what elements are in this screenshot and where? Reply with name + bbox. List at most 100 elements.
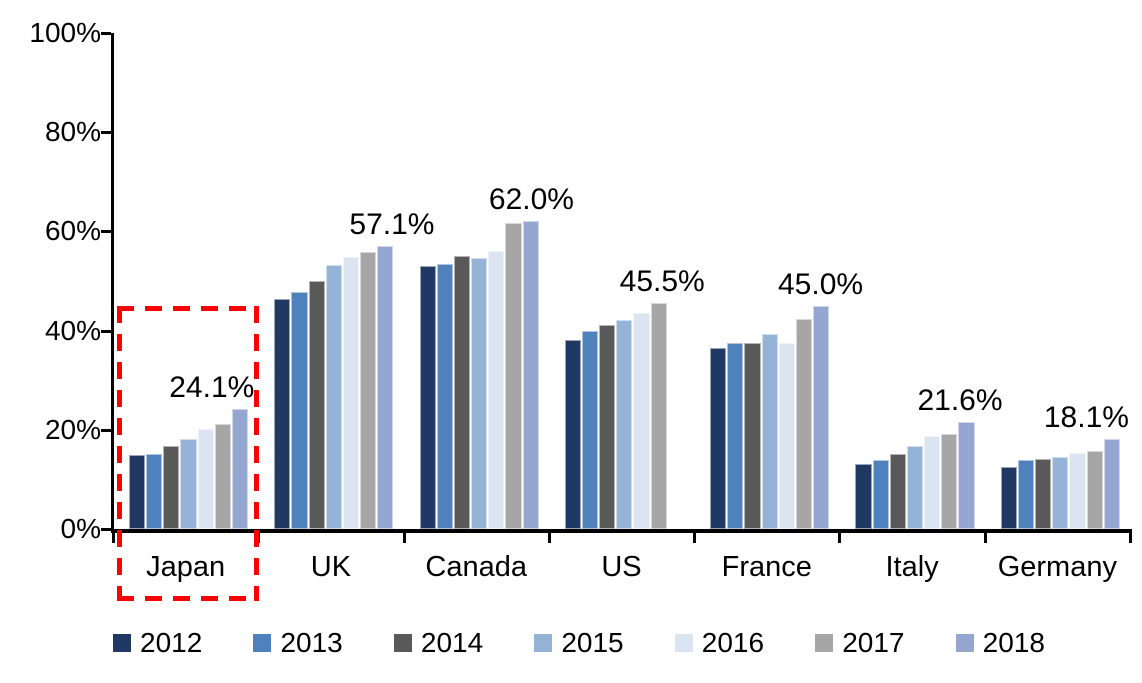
legend-label: 2015 <box>561 627 624 658</box>
bar-uk-2012 <box>274 299 291 529</box>
legend-swatch-icon <box>534 634 553 652</box>
legend-item-2015: 2015 <box>534 627 624 658</box>
bar-japan-2014 <box>163 446 180 529</box>
plot-area: 24.1% 57.1% 62.0% 45.5% 45.0% 21.6% 18.1% <box>101 32 1132 543</box>
legend-item-2017: 2017 <box>815 628 904 658</box>
highlight-edge <box>117 596 259 601</box>
data-label-italy: 21.6% <box>917 383 1003 417</box>
legend-item-2013: 2013 <box>253 627 343 658</box>
bar-us-2016 <box>633 313 650 529</box>
bar-france-2012 <box>710 347 727 529</box>
category-label-germany: Germany <box>997 551 1117 583</box>
bar-canada-2014 <box>453 256 471 529</box>
legend-item-2012: 2012 <box>113 628 202 658</box>
bar-canada-2016 <box>488 250 505 529</box>
bar-us-2014 <box>599 324 616 529</box>
bar-japan-2018 <box>231 409 249 529</box>
bar-germany-2015 <box>1052 456 1069 529</box>
bar-france-2016 <box>778 343 795 529</box>
legend-label: 2017 <box>842 627 905 658</box>
bar-uk-2015 <box>325 265 342 529</box>
bar-japan-2013 <box>146 454 163 529</box>
bar-germany-2012 <box>1000 467 1017 529</box>
legend-swatch-icon <box>955 634 974 652</box>
bar-uk-2018 <box>377 245 394 529</box>
bar-japan-2017 <box>214 423 231 529</box>
y-tick-mark <box>101 428 111 432</box>
bar-canada-2012 <box>419 266 436 529</box>
category-label-canada: Canada <box>425 551 527 583</box>
bar-italy-2012 <box>855 464 872 529</box>
legend-item-2016: 2016 <box>674 627 765 658</box>
bar-italy-2017 <box>941 434 958 529</box>
y-axis-tick-label: 20% <box>44 413 101 445</box>
data-label-canada: 62.0% <box>488 183 574 217</box>
data-label-us: 45.5% <box>619 265 705 299</box>
bar-france-2013 <box>727 342 744 529</box>
legend: 2012 2013 2014 2015 2016 2017 2018 <box>113 628 1045 658</box>
legend-item-2014: 2014 <box>393 627 484 658</box>
bar-japan-2012 <box>128 455 146 529</box>
data-label-germany: 18.1% <box>1043 401 1129 435</box>
category-label-france: France <box>721 551 812 583</box>
bar-italy-2014 <box>889 453 906 529</box>
category-label-us: US <box>601 551 642 583</box>
y-tick-mark <box>101 32 111 35</box>
x-tick-mark <box>693 530 697 543</box>
legend-swatch-icon <box>113 634 131 652</box>
bar-japan-2015 <box>180 439 197 529</box>
legend-label: 2012 <box>140 627 203 658</box>
bar-italy-2015 <box>906 445 924 529</box>
x-axis <box>111 529 1132 533</box>
bar-us-2012 <box>564 339 581 529</box>
bar-italy-2016 <box>924 435 941 529</box>
bar-us-2017 <box>650 303 667 529</box>
x-tick-mark <box>983 530 987 543</box>
bar-italy-2018 <box>958 421 975 529</box>
legend-label: 2013 <box>280 627 343 658</box>
x-tick-mark <box>838 530 842 543</box>
y-axis-tick-label: 40% <box>44 314 101 346</box>
bar-canada-2013 <box>436 264 453 529</box>
bar-germany-2016 <box>1069 452 1086 529</box>
y-tick-mark <box>101 131 111 135</box>
bar-uk-2016 <box>342 257 360 529</box>
y-tick-mark <box>101 230 111 234</box>
legend-swatch-icon <box>815 634 834 652</box>
bar-uk-2017 <box>360 252 377 529</box>
bar-us-2015 <box>616 319 633 529</box>
bar-france-2017 <box>795 319 813 529</box>
legend-item-2018: 2018 <box>955 628 1045 658</box>
bar-japan-2016 <box>197 428 214 529</box>
data-label-uk: 57.1% <box>349 207 435 241</box>
bar-germany-2018 <box>1103 439 1120 529</box>
legend-label: 2016 <box>701 627 765 658</box>
y-axis-tick-label: 100% <box>29 17 101 48</box>
y-axis-tick-label: 60% <box>44 215 101 247</box>
legend-swatch-icon <box>674 634 693 652</box>
x-tick-mark <box>1129 530 1132 543</box>
data-label-japan: 24.1% <box>169 371 255 405</box>
y-tick-mark <box>101 329 111 333</box>
y-axis-tick-label: 80% <box>44 116 101 148</box>
legend-swatch-icon <box>253 634 272 652</box>
x-tick-mark <box>112 530 115 543</box>
bar-uk-2014 <box>308 281 325 529</box>
bar-france-2014 <box>744 342 761 529</box>
bar-canada-2017 <box>505 222 522 529</box>
y-axis-tick-label: 0% <box>60 513 101 544</box>
legend-label: 2014 <box>420 627 484 658</box>
x-tick-mark <box>402 530 406 543</box>
bar-france-2015 <box>761 333 778 529</box>
bar-canada-2018 <box>522 221 539 529</box>
y-tick-mark <box>101 528 111 531</box>
bar-uk-2013 <box>291 291 308 529</box>
data-label-france: 45.0% <box>777 267 864 301</box>
category-label-japan: Japan <box>146 551 226 583</box>
category-label-italy: Italy <box>885 551 939 583</box>
category-label-uk: UK <box>310 551 352 583</box>
y-axis <box>111 33 114 533</box>
legend-swatch-icon <box>393 634 412 652</box>
x-tick-mark <box>547 530 551 543</box>
